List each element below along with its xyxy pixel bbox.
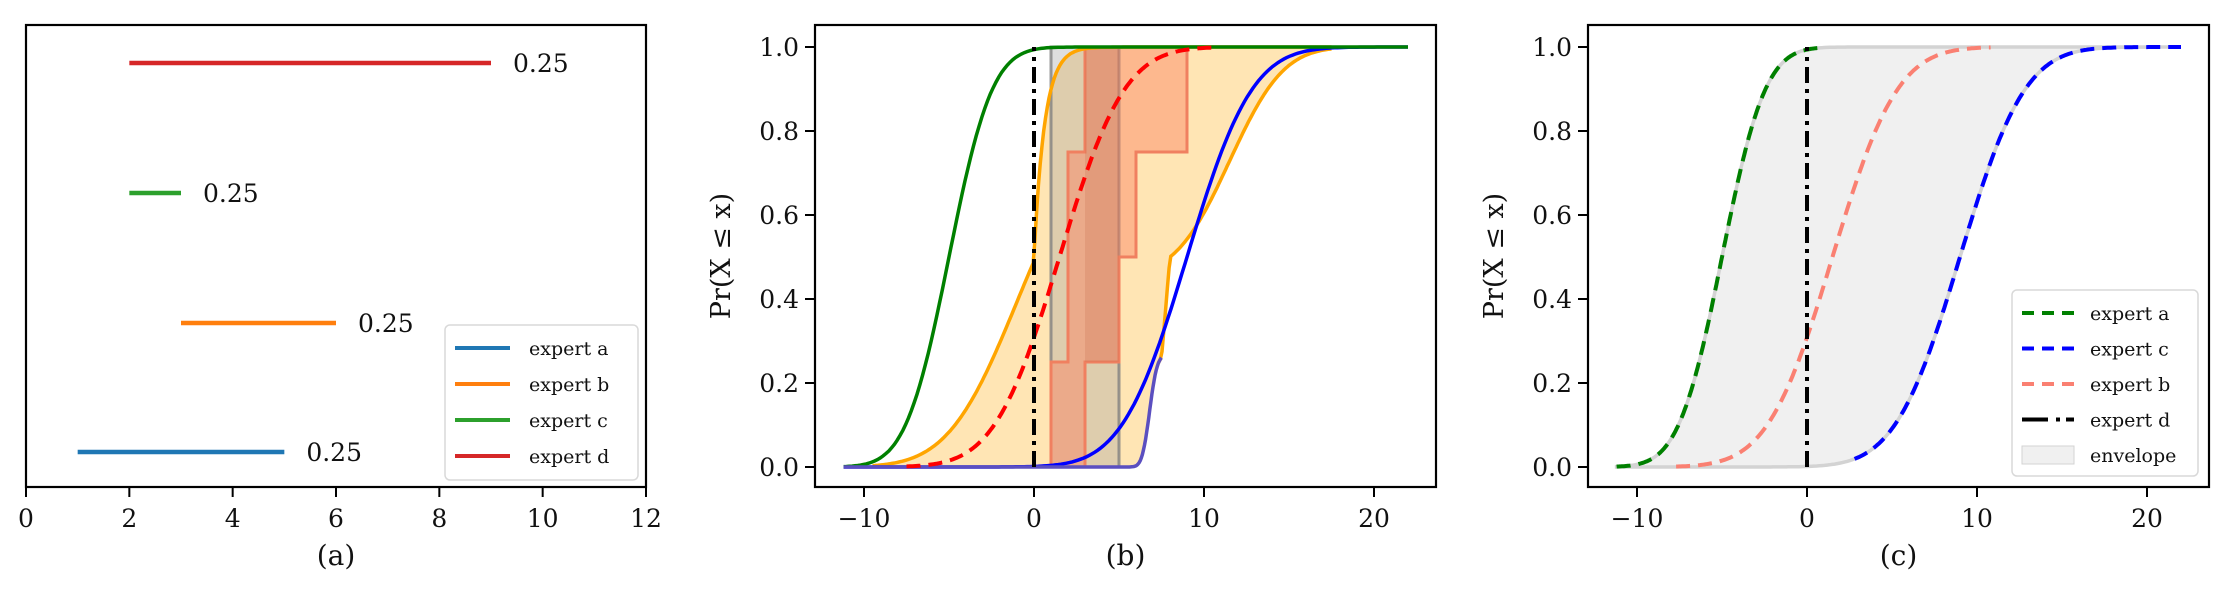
x-tick-label: 20 bbox=[1358, 504, 1390, 533]
x-tick-label: 10 bbox=[527, 504, 559, 533]
orange-envelope-fill bbox=[872, 47, 1332, 467]
x-tick-label: 0 bbox=[1026, 504, 1042, 533]
expert-b-dashed-cdf bbox=[1676, 45, 1991, 469]
y-tick-label: 0.8 bbox=[1532, 117, 1572, 146]
x-tick-label: 4 bbox=[225, 504, 241, 533]
panel-a-interval-chart: 0 2 4 6 8 10 12 (a) 0.25 0.25 0.25 0.25 expert a expe… bbox=[18, 23, 662, 572]
orange-lower-line bbox=[1156, 47, 1332, 364]
y-tick-label: 0.4 bbox=[1532, 285, 1572, 314]
legend-label: expert a bbox=[2090, 303, 2169, 325]
x-tick-label: −10 bbox=[1611, 504, 1664, 533]
y-axis-label: Pr(X ≤ x) bbox=[1479, 193, 1510, 319]
y-tick-label: 1.0 bbox=[1532, 33, 1572, 62]
y-tick-label: 1.0 bbox=[759, 33, 799, 62]
y-tick-label: 0.6 bbox=[759, 201, 799, 230]
y-axis-label: Pr(X ≤ x) bbox=[706, 193, 737, 319]
legend-label: expert c bbox=[2090, 339, 2169, 361]
legend-label: envelope bbox=[2090, 445, 2176, 467]
panel-caption: (c) bbox=[1880, 539, 1918, 572]
y-tick-label: 0.0 bbox=[1532, 453, 1572, 482]
x-tick-label: 10 bbox=[1961, 504, 1993, 533]
legend-label: expert b bbox=[529, 374, 609, 396]
y-tick-label: 0.2 bbox=[759, 369, 799, 398]
legend-label: expert d bbox=[2090, 410, 2170, 432]
legend-label: expert c bbox=[529, 410, 608, 432]
panel-caption: (b) bbox=[1106, 539, 1146, 572]
mass-label: 0.25 bbox=[358, 309, 414, 338]
y-tick-label: 0.0 bbox=[759, 453, 799, 482]
y-tick-label: 0.4 bbox=[759, 285, 799, 314]
mass-label: 0.25 bbox=[203, 179, 259, 208]
green-upper-cdf bbox=[843, 45, 1408, 469]
expert-a-dashed-cdf bbox=[1616, 45, 1824, 469]
legend-swatch bbox=[2021, 445, 2075, 465]
mass-label: 0.25 bbox=[513, 49, 569, 78]
y-tick-label: 0.6 bbox=[1532, 201, 1572, 230]
step-bounds-region bbox=[1049, 45, 1189, 469]
x-tick-label: −10 bbox=[838, 504, 891, 533]
axes-frame bbox=[1586, 23, 2211, 489]
x-tick-label: 12 bbox=[630, 504, 662, 533]
overlap-column bbox=[1085, 47, 1119, 362]
legend bbox=[444, 324, 639, 481]
legend bbox=[2011, 289, 2199, 477]
combined-lower-edge bbox=[843, 356, 1163, 469]
y-tick-label: 0.8 bbox=[759, 117, 799, 146]
legend-label: expert a bbox=[529, 338, 608, 360]
red-dashed-cdf bbox=[906, 45, 1213, 469]
x-tick-label: 0 bbox=[1799, 504, 1815, 533]
legend-label: expert d bbox=[529, 446, 609, 468]
x-tick-label: 10 bbox=[1188, 504, 1220, 533]
panel-b-cdf-bounds-chart: −10 0 10 20 0.0 0.2 0.4 0.6 0.8 1.0 Pr(X ≤ x) (b) bbox=[706, 23, 1438, 572]
x-tick-label: 20 bbox=[2131, 504, 2163, 533]
panel-c-envelope-chart: −10 0 10 20 0.0 0.2 0.4 0.6 0.8 1.0 Pr(X ≤ x) (c) ex… bbox=[1479, 23, 2211, 572]
legend-label: expert b bbox=[2090, 374, 2170, 396]
x-tick-label: 6 bbox=[328, 504, 344, 533]
y-tick-label: 0.2 bbox=[1532, 369, 1572, 398]
x-tick-label: 8 bbox=[431, 504, 447, 533]
expert-c-dashed-cdf bbox=[1853, 45, 2181, 461]
mass-label: 0.25 bbox=[306, 438, 362, 467]
x-tick-label: 2 bbox=[121, 504, 137, 533]
x-tick-label: 0 bbox=[18, 504, 34, 533]
panel-caption: (a) bbox=[317, 539, 356, 572]
axes-frame bbox=[813, 23, 1438, 489]
